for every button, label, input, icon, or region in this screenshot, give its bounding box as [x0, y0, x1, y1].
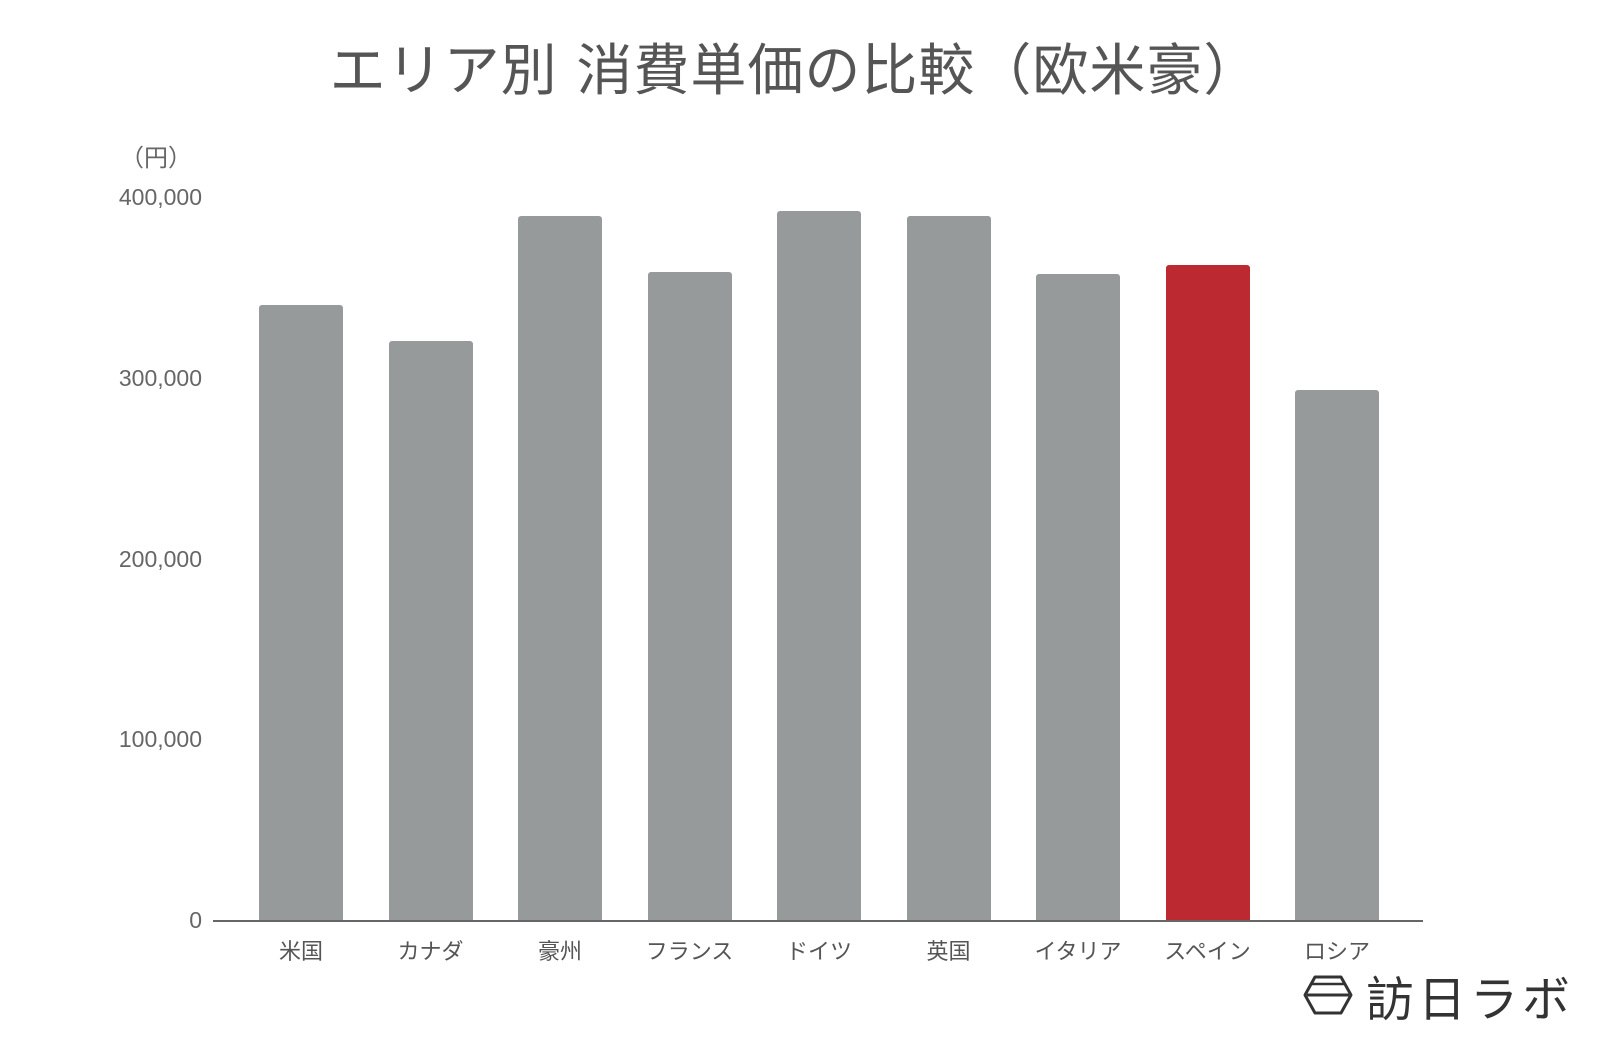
x-tick-label: 米国 — [278, 940, 323, 965]
x-tick-label: カナダ — [397, 940, 464, 965]
x-axis-line — [213, 920, 1423, 922]
x-tick-label: 豪州 — [537, 940, 582, 965]
x-tick-label: フランス — [645, 940, 734, 965]
y-axis-unit: （円） — [120, 144, 192, 172]
chart-title: エリア別 消費単価の比較（欧米豪） — [329, 39, 1261, 104]
y-tick-label: 200,000 — [118, 545, 202, 572]
x-tick-label: 英国 — [926, 940, 971, 965]
y-tick-label: 0 — [189, 907, 202, 933]
bar-6 — [1036, 273, 1120, 921]
x-tick-label: ドイツ — [785, 940, 852, 965]
bar-1 — [388, 340, 473, 921]
y-tick-label: 100,000 — [118, 726, 202, 753]
y-tick-label: 300,000 — [118, 364, 202, 391]
bar-3 — [647, 272, 732, 921]
hexagon-bowl-icon — [1303, 975, 1353, 1015]
x-tick-label: スペイン — [1164, 940, 1251, 965]
bar-7 — [1165, 264, 1250, 921]
y-tick-label: 400,000 — [118, 184, 202, 210]
bar-8 — [1295, 389, 1379, 921]
bar-5 — [906, 216, 991, 921]
bar-4 — [777, 210, 861, 921]
logo-text: 訪日ラボ — [1366, 972, 1575, 1028]
x-tick-label: ロシア — [1303, 940, 1370, 965]
x-tick-label: イタリア — [1034, 940, 1122, 965]
bar-0 — [259, 304, 343, 921]
bar-2 — [518, 216, 602, 921]
brand-logo: 訪日ラボ — [1302, 960, 1574, 1030]
